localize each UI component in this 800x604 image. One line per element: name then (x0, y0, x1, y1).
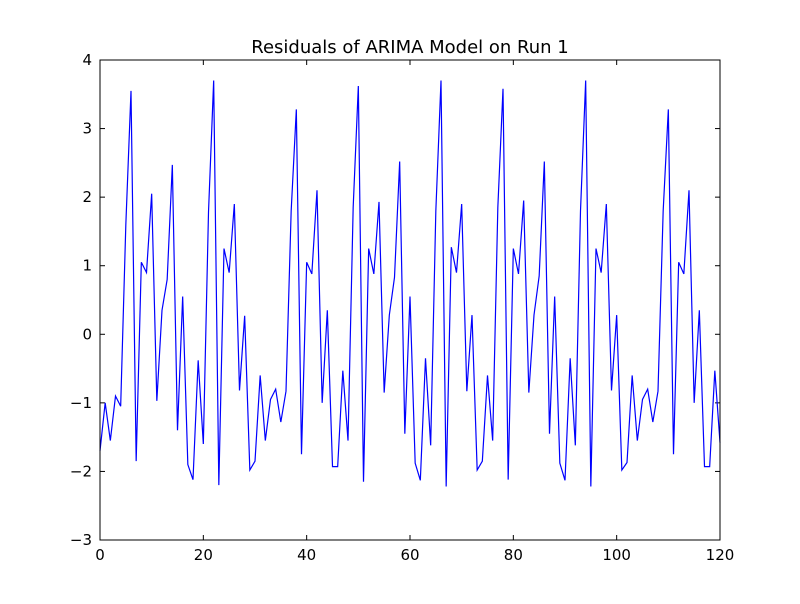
x-tick-label: 120 (706, 546, 735, 564)
y-tick-label: 4 (82, 51, 92, 69)
x-tick-label: 60 (400, 546, 419, 564)
x-tick-label: 0 (95, 546, 105, 564)
ticks-layer: 0 20 40 60 80 100 120 −3 −2 −1 0 1 2 3 4 (70, 51, 734, 564)
y-tick-label: 0 (82, 325, 92, 343)
y-tick-label: −2 (70, 462, 92, 480)
y-tick-label: 1 (82, 257, 92, 275)
y-tick-label: −1 (70, 394, 92, 412)
chart-title: Residuals of ARIMA Model on Run 1 (251, 37, 568, 58)
x-tick-label: 80 (504, 546, 523, 564)
x-tick-label: 100 (602, 546, 631, 564)
y-tick-label: 2 (82, 188, 92, 206)
plot-frame (99, 59, 721, 541)
x-tick-label: 40 (297, 546, 316, 564)
series-layer (99, 80, 721, 487)
y-tick-label: 3 (82, 120, 92, 138)
y-tick-label: −3 (70, 531, 92, 549)
x-tick-label: 20 (194, 546, 213, 564)
residuals-line (99, 80, 721, 487)
